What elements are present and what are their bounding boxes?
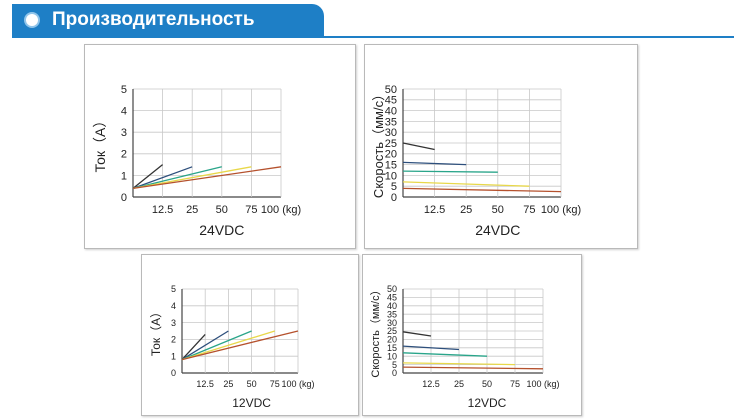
y-tick-label: 20	[385, 149, 397, 161]
chart-svg: 0 1 2 3 4 5 12.5 25 50 75 100 (kg) Ток（A） 24VDC	[92, 84, 301, 238]
y-tick-label: 3	[121, 127, 127, 139]
voltage-label: 24VDC	[199, 222, 244, 238]
chart-panel-current-12vdc: 0 1 2 3 4 5 12.5 25 50 75 100 (kg) Ток（A） 12VDC	[141, 254, 359, 416]
y-tick-label: 50	[387, 284, 397, 294]
series-line-2	[132, 166, 193, 190]
series-line-4	[132, 166, 252, 190]
series-line-5	[181, 330, 299, 361]
x-tick-label: 100 (kg)	[526, 379, 559, 389]
x-tick-label: 25	[223, 379, 233, 389]
x-tick-label: 50	[247, 379, 257, 389]
series-line-1	[181, 333, 206, 361]
header-underline	[12, 36, 734, 38]
x-tick-label: 75	[245, 204, 257, 216]
series-line-3	[402, 352, 488, 357]
voltage-label: 12VDC	[232, 396, 271, 410]
x-tick-label: 50	[492, 204, 504, 216]
y-tick-label: 30	[387, 318, 397, 328]
series-line-3	[132, 166, 222, 190]
y-axis-label: Ток（A）	[92, 114, 108, 173]
x-tick-label: 75	[510, 379, 520, 389]
y-tick-label: 1	[171, 351, 176, 361]
y-tick-label: 35	[385, 116, 397, 128]
y-tick-label: 40	[385, 105, 397, 117]
x-tick-label: 25	[460, 204, 472, 216]
y-tick-label: 5	[171, 284, 176, 294]
x-tick-label: 75	[523, 204, 535, 216]
y-tick-label: 25	[385, 138, 397, 150]
x-tick-label: 12.5	[196, 379, 214, 389]
y-tick-label: 5	[392, 360, 397, 370]
y-tick-label: 45	[387, 293, 397, 303]
series-line-4	[402, 362, 516, 366]
y-tick-label: 15	[387, 343, 397, 353]
x-tick-label: 12.5	[424, 204, 445, 216]
x-tick-label: 100 (kg)	[261, 204, 301, 216]
y-tick-label: 10	[387, 351, 397, 361]
series-line-3	[402, 170, 498, 173]
y-tick-label: 35	[387, 309, 397, 319]
chart-panel-speed-12vdc: 0 5 10 15 20 25 30 35 40 45 50 12.5 25 50 75 100 (kg) Ск…	[362, 254, 582, 416]
y-tick-label: 0	[392, 368, 397, 378]
x-tick-label: 50	[216, 204, 228, 216]
series-line-5	[402, 187, 562, 193]
series-line-4	[402, 181, 530, 187]
chart-svg: 0 1 2 3 4 5 12.5 25 50 75 100 (kg) Ток（A） 12VDC	[149, 284, 315, 410]
x-tick-label: 100 (kg)	[281, 379, 314, 389]
y-axis-label: Ток（A）	[149, 306, 163, 356]
section-header: Производительность	[12, 4, 324, 36]
y-axis-label: Скорость（мм/с）	[371, 88, 386, 198]
y-tick-label: 3	[171, 318, 176, 328]
chart-panel-current-24vdc: 0 1 2 3 4 5 12.5 25 50 75 100 (kg) Ток（A） 24VDC	[84, 44, 356, 249]
x-tick-label: 25	[454, 379, 464, 389]
y-tick-label: 15	[385, 159, 397, 171]
y-tick-label: 1	[121, 170, 127, 182]
y-tick-label: 10	[385, 170, 397, 182]
series-line-4	[181, 330, 275, 361]
bullet-icon	[26, 14, 38, 26]
x-tick-label: 75	[270, 379, 280, 389]
series-line-1	[132, 164, 164, 189]
series-line-3	[181, 330, 252, 361]
y-tick-label: 0	[171, 368, 176, 378]
chart-panel-speed-24vdc: 0 5 10 15 20 25 30 35 40 45 50 12.5 25 50 75 100 (kg) Ск…	[364, 44, 638, 249]
x-tick-label: 50	[482, 379, 492, 389]
y-tick-label: 30	[385, 127, 397, 139]
y-tick-label: 40	[387, 301, 397, 311]
x-tick-label: 100 (kg)	[541, 204, 581, 216]
x-tick-label: 25	[186, 204, 198, 216]
y-axis-label: Скорость（мм/с）	[369, 284, 382, 377]
y-tick-label: 4	[171, 301, 176, 311]
voltage-label: 12VDC	[468, 396, 507, 410]
y-tick-label: 2	[171, 335, 176, 345]
y-tick-label: 20	[387, 335, 397, 345]
voltage-label: 24VDC	[475, 222, 520, 238]
y-tick-label: 0	[391, 192, 397, 204]
y-tick-label: 5	[121, 84, 127, 96]
series-line-1	[402, 331, 432, 337]
x-tick-label: 12.5	[152, 204, 173, 216]
y-tick-label: 4	[121, 105, 127, 117]
y-tick-label: 50	[385, 84, 397, 96]
y-tick-label: 5	[391, 181, 397, 193]
x-tick-label: 12.5	[422, 379, 440, 389]
series-line-1	[402, 142, 435, 151]
y-tick-label: 25	[387, 326, 397, 336]
series-line-5	[132, 166, 282, 190]
series-line-2	[181, 330, 229, 361]
series-line-2	[402, 345, 460, 351]
series-line-2	[402, 161, 467, 166]
y-tick-label: 0	[121, 192, 127, 204]
series-line-5	[402, 366, 544, 370]
y-tick-label: 45	[385, 95, 397, 107]
y-tick-label: 2	[121, 149, 127, 161]
section-title: Производительность	[52, 9, 255, 30]
